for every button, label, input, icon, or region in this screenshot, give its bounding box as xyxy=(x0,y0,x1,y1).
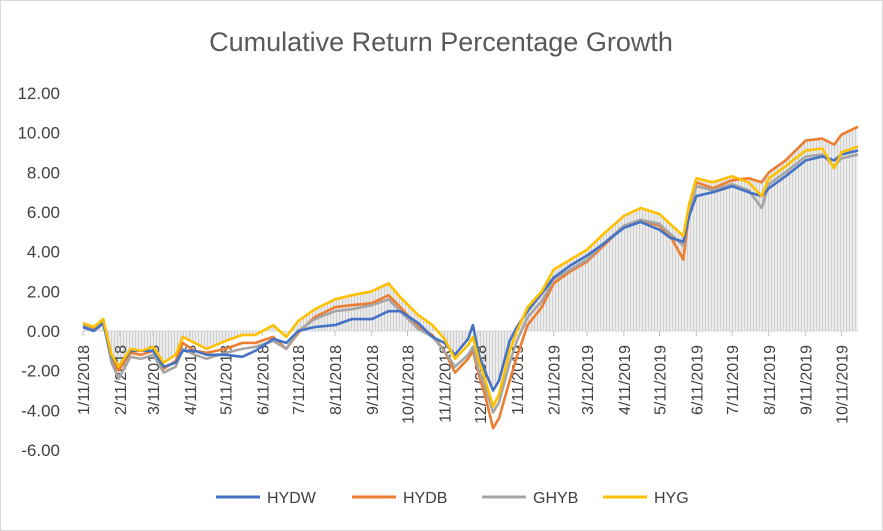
x-tick-label: 2/11/2019 xyxy=(547,345,564,415)
x-tick-label: 3/11/2019 xyxy=(580,345,597,415)
x-tick-label: 7/11/2018 xyxy=(291,345,308,415)
y-tick-label: 0.00 xyxy=(27,322,60,341)
legend-label: HYDB xyxy=(403,490,447,507)
legend-label: HYG xyxy=(654,490,689,507)
x-tick-label: 8/11/2019 xyxy=(762,345,779,415)
x-tick-label: 9/11/2018 xyxy=(365,345,382,415)
series-line-hydw xyxy=(82,149,859,392)
x-tick-label: 5/11/2018 xyxy=(219,345,236,415)
y-tick-label: 6.00 xyxy=(27,203,60,222)
legend-label: HYDW xyxy=(267,490,317,507)
y-tick-label: 12.00 xyxy=(17,84,60,103)
legend-label: GHYB xyxy=(533,490,578,507)
x-tick-label: 8/11/2018 xyxy=(328,345,345,415)
x-tick-label: 6/11/2019 xyxy=(689,345,706,415)
chart-title: Cumulative Return Percentage Growth xyxy=(209,27,673,57)
y-tick-label: -6.00 xyxy=(21,441,60,460)
y-tick-label: -4.00 xyxy=(21,401,60,420)
area-fill-layer xyxy=(83,126,858,391)
y-tick-label: 8.00 xyxy=(27,163,60,182)
y-tick-label: 10.00 xyxy=(17,124,60,143)
y-tick-label: 4.00 xyxy=(27,243,60,262)
x-tick-label: 5/11/2019 xyxy=(652,345,669,415)
series-layer xyxy=(82,125,859,430)
legend-item-hydw: HYDW xyxy=(216,490,317,507)
series-line-ghyb xyxy=(82,153,859,414)
legend: HYDW HYDB GHYB HYG xyxy=(216,490,689,507)
series-line-hyg xyxy=(82,145,859,408)
x-tick-label: 9/11/2019 xyxy=(799,345,816,415)
x-tick-label: 4/11/2018 xyxy=(183,345,200,415)
y-tick-label: -2.00 xyxy=(21,362,60,381)
legend-item-hydb: HYDB xyxy=(352,490,447,507)
x-tick-label: 10/11/2019 xyxy=(834,345,851,424)
x-tick-label: 4/11/2019 xyxy=(617,345,634,415)
area-fill xyxy=(83,126,858,391)
y-tick-label: 2.00 xyxy=(27,282,60,301)
x-tick-label: 10/11/2018 xyxy=(401,345,418,424)
legend-item-hyg: HYG xyxy=(603,490,689,507)
x-tick-label: 7/11/2019 xyxy=(725,345,742,415)
x-tick-label: 1/11/2018 xyxy=(76,345,93,415)
legend-item-ghyb: GHYB xyxy=(482,490,578,507)
x-tick-label: 6/11/2018 xyxy=(255,345,272,415)
